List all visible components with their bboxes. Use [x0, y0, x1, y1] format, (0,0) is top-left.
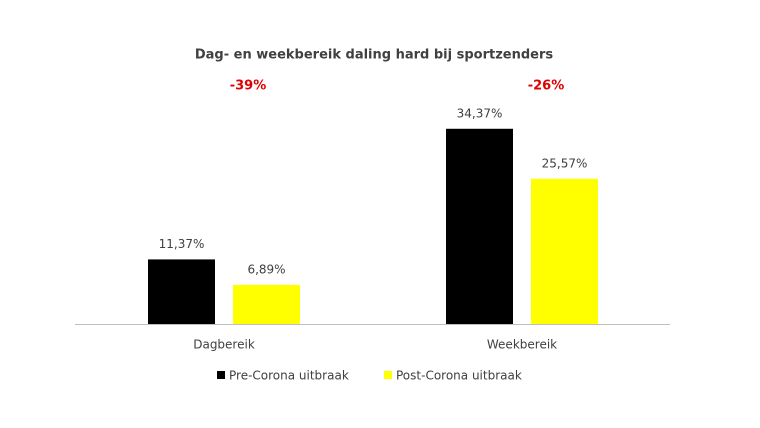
data-label: 34,37% [457, 106, 503, 120]
bar [531, 178, 598, 324]
bar [148, 259, 215, 324]
data-label: 25,57% [542, 156, 588, 170]
data-label: 11,37% [159, 237, 205, 251]
legend-swatch [217, 371, 225, 379]
data-label: 6,89% [247, 262, 285, 276]
legend-label: Pre-Corona uitbraak [229, 369, 349, 383]
bar [446, 128, 513, 324]
legend-swatch [384, 371, 392, 379]
legend-label: Post-Corona uitbraak [396, 369, 522, 383]
x-tick-label: Dagbereik [193, 338, 255, 352]
annotation: -39% [230, 79, 267, 94]
bar [233, 284, 300, 324]
annotation: -26% [528, 79, 565, 94]
x-tick-label: Weekbereik [487, 338, 557, 352]
chart-title: Dag- en weekbereik daling hard bij sport… [195, 48, 554, 63]
